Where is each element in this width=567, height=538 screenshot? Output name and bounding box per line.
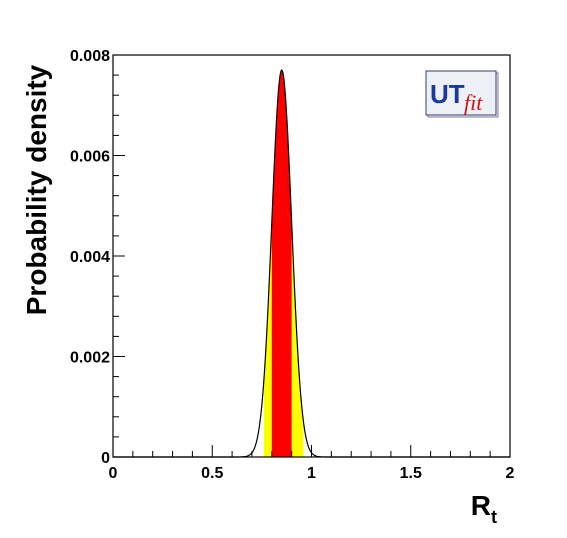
probability-regions xyxy=(263,70,304,457)
x-tick-label: 1.5 xyxy=(400,465,422,482)
utfit-logo: UT fit xyxy=(425,70,499,118)
x-tick-label: 0.5 xyxy=(201,465,223,482)
density-curve xyxy=(113,69,510,458)
logo-sub-text: fit xyxy=(464,90,483,115)
y-tick-label: 0.006 xyxy=(70,149,110,166)
y-tick-label: 0 xyxy=(101,450,110,467)
x-axis-title: Rt xyxy=(471,490,497,527)
x-tick-label: 2 xyxy=(506,465,515,482)
x-tick-label: 1 xyxy=(307,465,316,482)
region-inner xyxy=(271,70,292,457)
x-tick-label: 0 xyxy=(109,465,118,482)
x-axis-title-subscript: t xyxy=(491,507,497,527)
x-axis-title-main: R xyxy=(471,490,491,521)
y-tick-label: 0.008 xyxy=(70,48,110,65)
y-axis-ticks: 0 0.002 0.004 0.006 0.008 xyxy=(70,48,125,467)
x-axis-ticks: 0 0.5 1 1.5 2 xyxy=(109,445,515,482)
logo-main-text: UT xyxy=(430,79,465,109)
y-tick-label: 0.002 xyxy=(70,350,110,367)
y-tick-label: 0.004 xyxy=(70,249,110,266)
y-axis-title: Probability density xyxy=(21,64,52,315)
